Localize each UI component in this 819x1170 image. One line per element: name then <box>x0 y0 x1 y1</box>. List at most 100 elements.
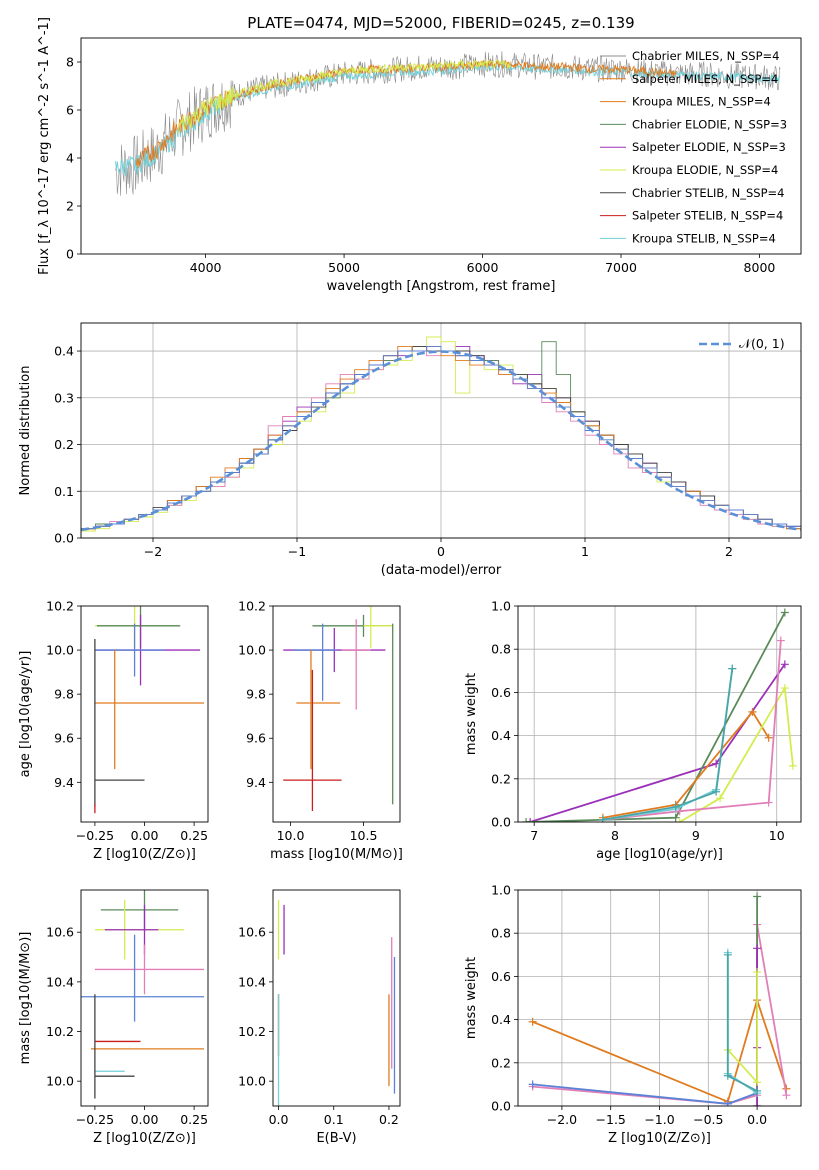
y-tick-label: 0.8 <box>491 926 511 941</box>
y-tick-label: 2 <box>66 199 74 214</box>
weight-line <box>726 952 758 1094</box>
y-tick-label: 0.2 <box>491 1055 511 1070</box>
y-tick-label: 8 <box>66 55 74 70</box>
x-tick-label: −1.5 <box>596 1112 626 1127</box>
x-tick-label: 0.0 <box>269 1112 289 1127</box>
axes-frame <box>80 605 209 823</box>
panel-age_vs_Z: −0.25 0.00 0.25 9.4 9.6 9.8 10.0 10.2 Z [log10(Z… <box>18 599 209 862</box>
y-tick-label: 10.2 <box>46 599 74 614</box>
y-tick-label: 6 <box>66 103 74 118</box>
x-tick-label: 10 <box>769 828 785 843</box>
data-point <box>776 636 785 645</box>
y-tick-label: 0.0 <box>54 531 74 546</box>
panel-weight_vs_Z: −2.0 −1.5 −1.0 −0.5 0.0 0.0 0.2 0.4 0.6 0.8 1.0 Z [… <box>464 883 802 1146</box>
y-tick-label: 0.4 <box>491 728 511 743</box>
axes-frame <box>80 889 209 1107</box>
legend-label: Kroupa ELODIE, N_SSP=4 <box>632 163 778 177</box>
y-tick-label: 0.8 <box>491 642 511 657</box>
x-axis-label: Z [log10(Z/Z⊙)] <box>608 1131 711 1146</box>
panel-mass_vs_ebv: 0.0 0.1 0.2 10.0 10.2 10.4 10.6 E(B-V) <box>238 889 401 1146</box>
spectrum-line <box>177 59 511 134</box>
data-point <box>782 1091 791 1100</box>
y-tick-label: 1.0 <box>491 599 511 614</box>
y-tick-label: 10.2 <box>46 1024 74 1039</box>
y-tick-label: 0.6 <box>491 969 511 984</box>
legend-label: Chabrier STELIB, N_SSP=4 <box>632 186 784 200</box>
x-tick-label: 9 <box>692 828 700 843</box>
legend-label: Salpeter STELIB, N_SSP=4 <box>632 209 783 223</box>
data-point <box>728 664 737 673</box>
x-tick-label: 0.00 <box>131 1112 159 1127</box>
y-tick-label: 0.0 <box>491 815 511 830</box>
spectrum-line <box>135 59 677 169</box>
data-point <box>675 807 684 816</box>
figure-title: PLATE=0474, MJD=52000, FIBERID=0245, z=0… <box>247 14 634 32</box>
data-point <box>671 802 680 811</box>
data-point <box>716 794 725 803</box>
legend-label: Salpeter ELODIE, N_SSP=3 <box>632 140 786 154</box>
x-tick-label: 1 <box>581 544 589 559</box>
data-point <box>723 950 732 959</box>
normal-curve <box>81 350 801 532</box>
data-point <box>753 1102 762 1106</box>
y-tick-label: 10.0 <box>46 1074 74 1089</box>
data-point <box>723 1071 732 1080</box>
weight-line <box>602 640 782 821</box>
weight-line <box>529 663 786 822</box>
data-point <box>753 968 762 977</box>
panel-spectrum: 4000 5000 6000 7000 8000 0 2 4 6 8 wavelength [Ang… <box>37 17 802 294</box>
weight-line <box>532 1083 758 1105</box>
data-point <box>712 787 721 796</box>
data-point <box>528 1080 537 1089</box>
y-axis-label: age [log10(age/yr)] <box>18 651 33 778</box>
y-tick-label: 0.4 <box>491 1012 511 1027</box>
y-tick-label: 4 <box>66 151 74 166</box>
panel-age_vs_mass: 10.0 10.5 9.4 9.6 9.8 10.0 10.2 mass [log10(M/M… <box>238 599 403 863</box>
x-axis-label: age [log10(age/yr)] <box>596 847 723 862</box>
x-tick-label: 0.2 <box>379 1112 399 1127</box>
y-tick-label: 10.4 <box>238 974 266 989</box>
y-tick-label: 0.4 <box>54 344 74 359</box>
x-axis-label: E(B-V) <box>316 1131 356 1146</box>
weight-line <box>602 668 734 821</box>
y-tick-label: 1.0 <box>491 883 511 898</box>
x-tick-label: −0.25 <box>76 1112 114 1127</box>
data-point <box>764 733 773 742</box>
data-point <box>526 818 535 822</box>
x-tick-label: −2 <box>144 544 162 559</box>
weight-line <box>726 954 758 1092</box>
y-axis-label: mass weight <box>464 673 479 755</box>
legend-label: Chabrier MILES, N_SSP=4 <box>632 49 779 63</box>
x-axis-label: wavelength [Angstrom, rest frame] <box>327 279 556 294</box>
plot-area <box>528 892 791 1106</box>
x-axis-label: (data-model)/error <box>381 563 502 578</box>
data-point <box>753 1086 762 1095</box>
panel-residuals: −2 −1 0 1 2 0.0 0.1 0.2 0.3 0.4 (data-model)/error… <box>18 322 802 578</box>
y-tick-label: 10.6 <box>46 925 74 940</box>
y-tick-label: 9.8 <box>246 687 266 702</box>
x-tick-label: 7000 <box>605 260 637 275</box>
data-point <box>753 892 762 901</box>
y-axis-label: mass [log10(M/M⊙)] <box>18 932 33 1065</box>
data-point <box>764 798 773 807</box>
plot-area <box>283 606 394 811</box>
legend-label: Kroupa MILES, N_SSP=4 <box>632 95 771 109</box>
x-tick-label: 0.25 <box>180 1112 208 1127</box>
data-point <box>780 684 789 693</box>
y-tick-label: 9.4 <box>246 775 266 790</box>
x-tick-label: −1.0 <box>644 1112 674 1127</box>
data-point <box>675 818 684 822</box>
panel-weight_vs_age: 7 8 9 10 0.0 0.2 0.4 0.6 0.8 1.0 age [log10(age/yr… <box>464 599 802 862</box>
x-tick-label: −0.25 <box>76 828 114 843</box>
axes-frame <box>517 889 802 1107</box>
plot-area <box>277 899 396 1106</box>
x-axis-label: mass [log10(M/M⊙)] <box>270 847 403 862</box>
data-point <box>788 761 797 770</box>
y-tick-label: 0.2 <box>54 437 74 452</box>
x-tick-label: 7 <box>530 828 538 843</box>
y-tick-label: 9.4 <box>54 775 74 790</box>
y-tick-label: 10.2 <box>238 599 266 614</box>
legend-label: Kroupa STELIB, N_SSP=4 <box>632 231 776 245</box>
plot-area <box>94 606 205 814</box>
data-point <box>723 1099 732 1106</box>
